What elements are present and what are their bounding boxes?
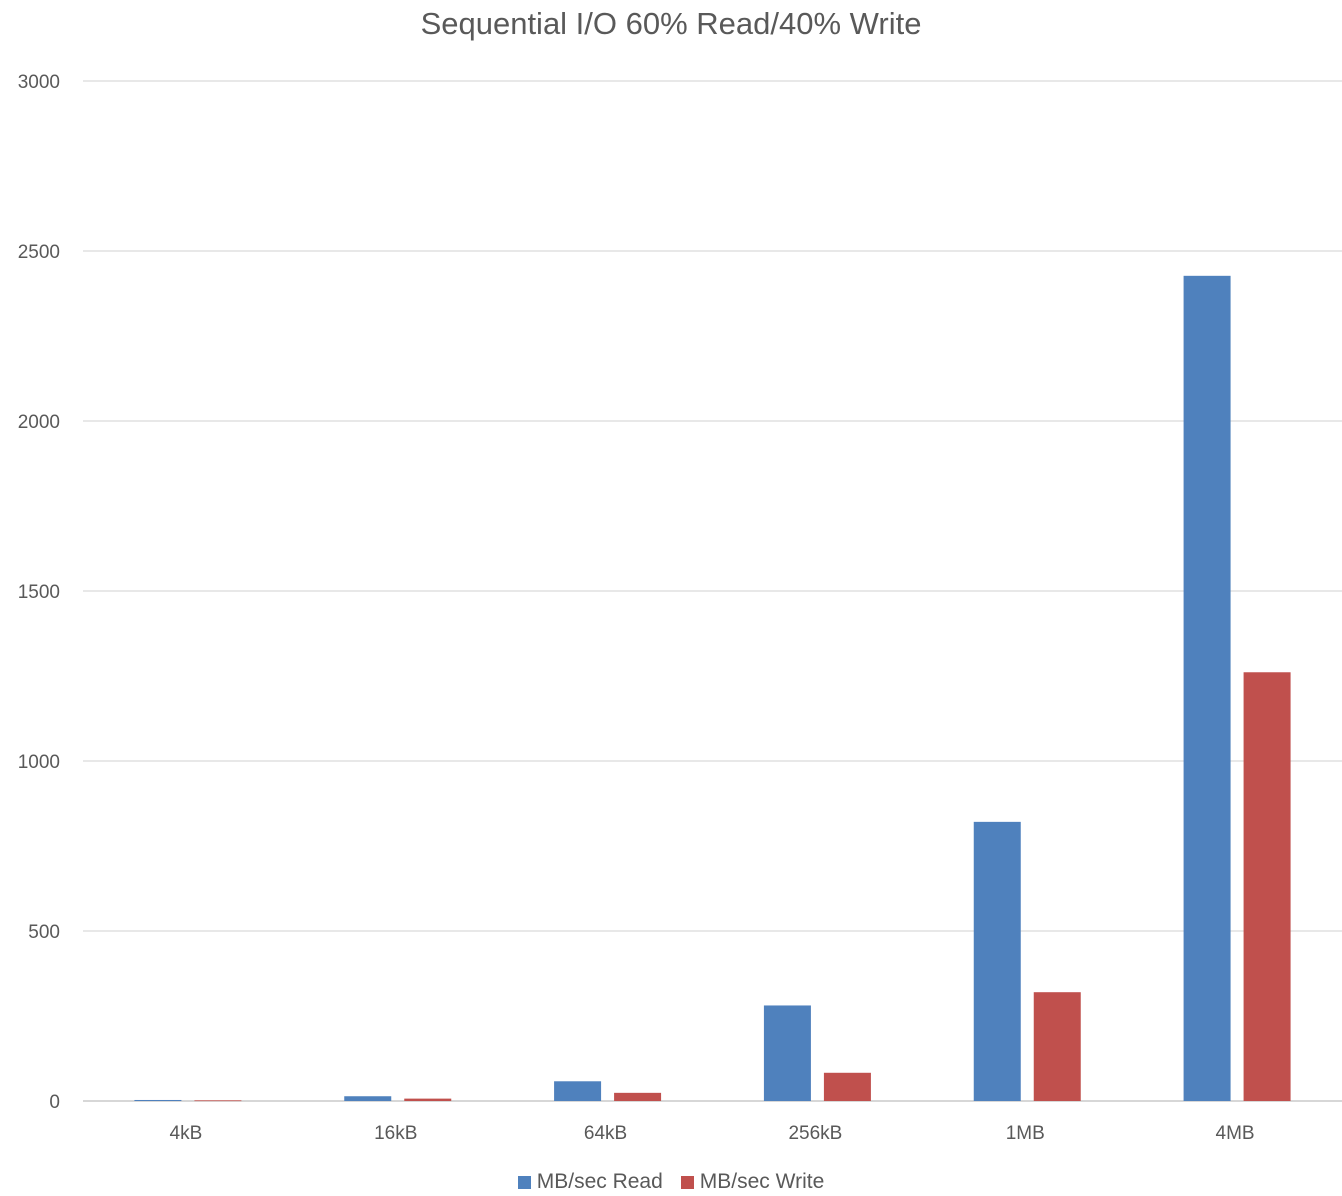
y-tick-label: 3000 (18, 72, 60, 93)
x-tick-label: 4kB (170, 1123, 203, 1144)
bars (134, 275, 1291, 1102)
bar-write-256kb (823, 1072, 871, 1101)
y-tick-label: 2000 (18, 412, 60, 433)
bar-read-16kb (344, 1096, 392, 1101)
chart-title: Sequential I/O 60% Read/40% Write (420, 6, 922, 41)
bar-read-1mb (973, 821, 1021, 1101)
bar-write-1mb (1033, 992, 1081, 1101)
legend-item-read: MB/sec Read (517, 1170, 663, 1194)
gridlines (83, 80, 1342, 1102)
x-axis-ticks: 4kB 16kB 64kB 256kB 1MB 4MB (170, 1123, 1255, 1144)
legend-item-write: MB/sec Write (680, 1170, 825, 1194)
x-tick-label: 64kB (584, 1123, 627, 1144)
bar-write-4kb (194, 1100, 242, 1102)
y-tick-label: 2500 (18, 242, 60, 263)
legend-swatch (680, 1175, 694, 1189)
bar-read-256kb (763, 1005, 811, 1101)
y-tick-label: 1000 (18, 752, 60, 773)
y-tick-label: 500 (28, 922, 60, 943)
y-tick-label: 0 (49, 1092, 60, 1113)
x-tick-label: 16kB (374, 1123, 417, 1144)
bar-read-4mb (1183, 275, 1231, 1101)
bar-write-16kb (404, 1098, 452, 1101)
x-tick-label: 4MB (1216, 1123, 1255, 1144)
x-tick-label: 1MB (1006, 1123, 1045, 1144)
y-tick-label: 1500 (18, 582, 60, 603)
x-tick-label: 256kB (788, 1123, 842, 1144)
legend-label: MB/sec Read (536, 1170, 663, 1193)
bar-write-4mb (1243, 672, 1291, 1101)
bar-write-64kb (614, 1092, 662, 1101)
legend-swatch (517, 1175, 531, 1189)
legend: MB/sec Read MB/sec Write (0, 1170, 1342, 1194)
legend-label: MB/sec Write (699, 1170, 825, 1193)
bar-read-4kb (134, 1099, 182, 1101)
y-axis-ticks: 0 500 1000 1500 2000 2500 3000 (18, 72, 60, 1113)
bar-read-64kb (554, 1081, 602, 1101)
